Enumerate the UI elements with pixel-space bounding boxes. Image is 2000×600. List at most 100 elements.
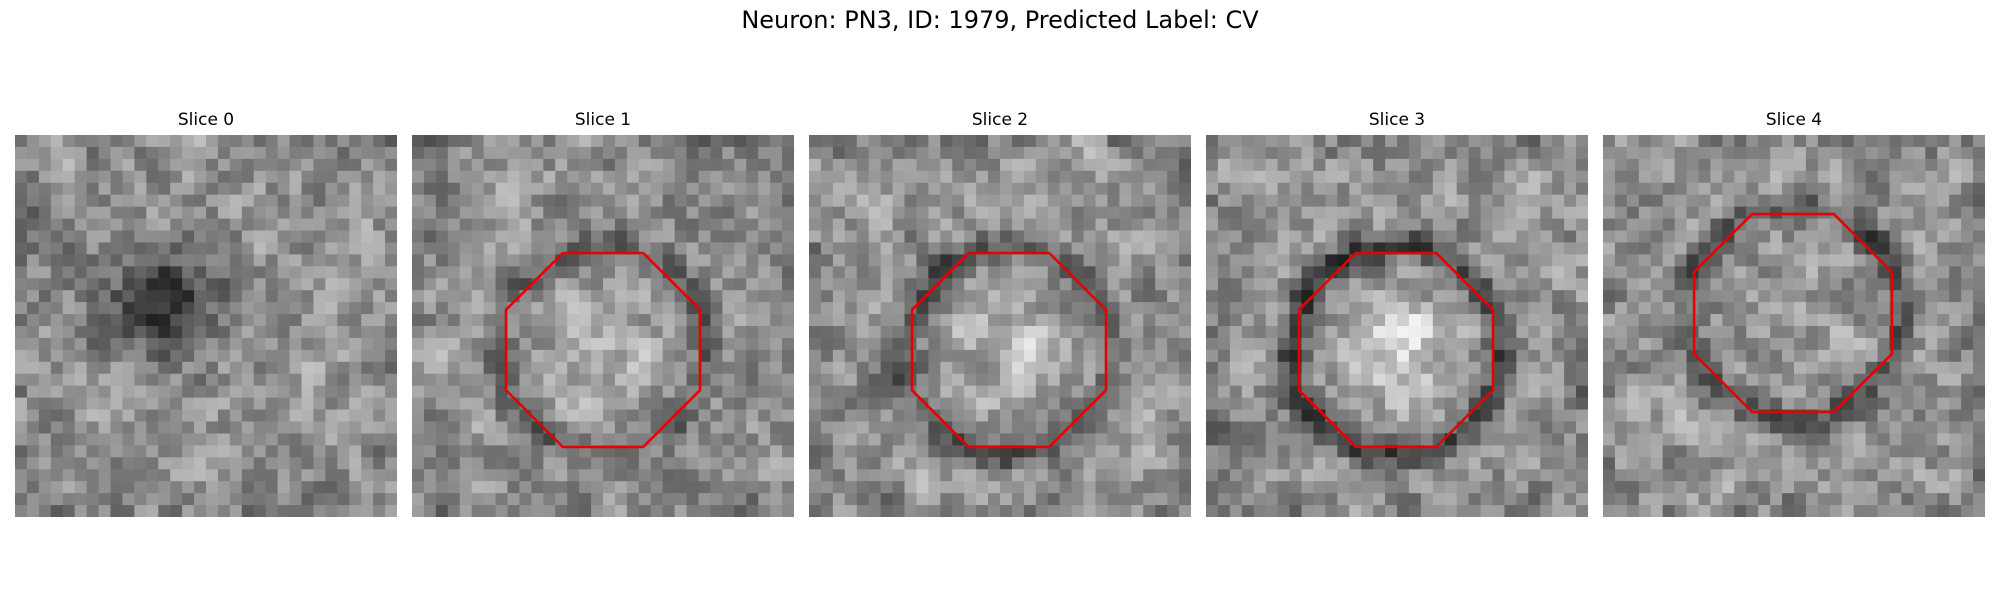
image-pixel [1000, 254, 1013, 267]
image-pixel [337, 266, 350, 279]
image-pixel [86, 302, 100, 315]
image-pixel [1516, 457, 1529, 470]
image-pixel [1241, 278, 1255, 291]
image-pixel [1638, 290, 1652, 303]
image-pixel [146, 218, 159, 232]
image-pixel [1444, 385, 1458, 399]
image-pixel [543, 337, 556, 351]
image-pixel [1698, 266, 1712, 279]
image-pixel [62, 349, 76, 363]
image-pixel [1011, 397, 1025, 411]
image-pixel [62, 469, 76, 482]
image-pixel [1349, 445, 1362, 458]
image-pixel [555, 469, 568, 482]
image-pixel [1504, 385, 1517, 399]
image-pixel [194, 445, 207, 458]
image-pixel [1614, 254, 1628, 267]
image-pixel [1949, 194, 1962, 208]
image-pixel [650, 493, 664, 506]
image-pixel [423, 361, 437, 375]
image-pixel [591, 493, 604, 506]
image-pixel [217, 158, 231, 172]
image-pixel [471, 218, 485, 232]
image-pixel [349, 361, 362, 375]
image-pixel [361, 290, 374, 303]
image-pixel [1770, 254, 1783, 267]
image-pixel [1361, 505, 1374, 517]
image-pixel [325, 361, 338, 375]
image-pixel [531, 242, 544, 255]
image-pixel [1119, 349, 1132, 363]
image-pixel [1937, 337, 1950, 351]
image-pixel [710, 505, 723, 517]
image-pixel [15, 254, 28, 267]
image-pixel [1901, 409, 1914, 423]
image-pixel [1528, 505, 1541, 517]
image-pixel [1805, 146, 1819, 160]
image-pixel [1913, 206, 1926, 220]
image-pixel [447, 182, 461, 196]
image-pixel [1492, 230, 1506, 244]
image-pixel [15, 337, 28, 351]
image-pixel [1504, 469, 1517, 482]
image-pixel [531, 170, 544, 184]
image-pixel [1552, 146, 1565, 160]
image-pixel [313, 481, 326, 494]
image-pixel [385, 158, 397, 172]
image-pixel [820, 505, 834, 517]
image-pixel [567, 397, 580, 411]
image-pixel [1420, 146, 1434, 160]
image-pixel [1686, 409, 1700, 423]
image-pixel [50, 385, 64, 399]
image-pixel [1000, 421, 1013, 435]
image-pixel [940, 457, 953, 470]
image-pixel [1925, 254, 1938, 267]
image-pixel [1710, 230, 1723, 244]
image-pixel [650, 302, 664, 315]
image-pixel [1805, 254, 1819, 267]
image-pixel [74, 206, 88, 220]
image-pixel [758, 182, 771, 196]
image-pixel [734, 314, 747, 327]
image-pixel [1853, 349, 1867, 363]
image-pixel [1794, 397, 1807, 411]
image-pixel [710, 349, 723, 363]
image-pixel [1420, 218, 1434, 232]
image-pixel [507, 206, 521, 220]
image-pixel [1710, 302, 1723, 315]
image-pixel [170, 481, 183, 494]
image-pixel [880, 242, 894, 255]
image-pixel [555, 493, 568, 506]
image-pixel [904, 242, 918, 255]
image-pixel [1710, 433, 1723, 446]
image-pixel [134, 349, 147, 363]
image-pixel [1626, 326, 1640, 339]
image-pixel [38, 373, 52, 387]
image-pixel [217, 469, 231, 482]
image-pixel [1361, 481, 1374, 494]
image-pixel [746, 314, 759, 327]
image-pixel [313, 433, 326, 446]
image-pixel [698, 206, 712, 220]
image-pixel [1083, 266, 1097, 279]
image-pixel [614, 326, 628, 339]
image-pixel [361, 481, 374, 494]
image-pixel [1576, 206, 1588, 220]
image-pixel [1241, 242, 1255, 255]
image-pixel [1095, 135, 1109, 148]
image-pixel [1925, 421, 1938, 435]
image-pixel [976, 493, 989, 506]
image-pixel [1167, 373, 1180, 387]
image-pixel [1011, 230, 1025, 244]
image-pixel [976, 146, 989, 160]
image-pixel [722, 349, 735, 363]
image-pixel [1758, 170, 1771, 184]
image-pixel [277, 230, 291, 244]
image-pixel [1841, 290, 1855, 303]
image-pixel [289, 326, 303, 339]
image-pixel [1107, 409, 1120, 423]
image-pixel [952, 493, 965, 506]
image-pixel [325, 278, 338, 291]
image-pixel [1564, 158, 1577, 172]
image-pixel [1456, 326, 1470, 339]
